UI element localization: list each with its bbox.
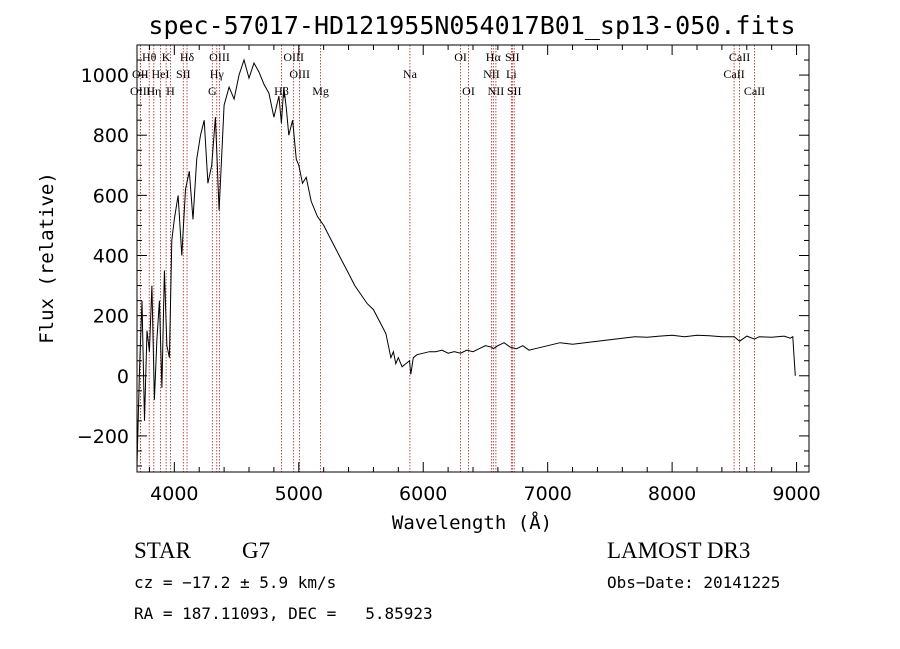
spectral-line-label: OI — [454, 50, 467, 64]
spectral-line-label: H — [166, 84, 175, 98]
spectral-line-label: Na — [403, 67, 418, 81]
spectrum-line — [136, 58, 796, 467]
spectral-line-label: OII — [132, 67, 149, 81]
spectral-line-label: CaII — [729, 50, 750, 64]
redshift-info: cz = −17.2 ± 5.9 km/s — [134, 573, 337, 592]
spectral-line-label: NII — [483, 67, 500, 81]
spectral-line-label: G — [208, 84, 217, 98]
spectral-line-label: Hθ — [142, 50, 157, 64]
spectral-line-label: SII — [507, 84, 522, 98]
spectral-line-label: SII — [176, 67, 191, 81]
spectral-line-label: Hα — [486, 50, 502, 64]
plot-frame — [136, 44, 810, 473]
spectral-line-label: HeI — [152, 67, 170, 81]
axis-ticks: 4000 5000 6000 7000 8000 9000 −200 0 200 400 600 80… — [77, 44, 821, 505]
spectral-line-label: SII — [505, 50, 520, 64]
spectral-line-label: Mg — [312, 84, 329, 98]
spectral-line-label: OIII — [283, 50, 304, 64]
y-tick-label: 0 — [117, 366, 129, 388]
y-axis-label: Flux (relative) — [36, 172, 58, 344]
y-tick-label: 600 — [93, 185, 129, 207]
y-tick-label: −200 — [77, 426, 129, 448]
spectral-line-label: OIII — [289, 67, 310, 81]
spectral-line-label: Hγ — [210, 67, 225, 81]
x-tick-label: 4000 — [150, 483, 198, 505]
spectral-line-label: OI — [462, 84, 475, 98]
spectral-line-label: CaII — [723, 67, 744, 81]
coordinates: RA = 187.11093, DEC = 5.85923 — [134, 604, 433, 623]
spectral-line-label: Li — [506, 67, 517, 81]
chart-title: spec-57017-HD121955N054017B01_sp13-050.f… — [148, 11, 795, 40]
x-tick-label: 5000 — [275, 483, 323, 505]
object-subclass: G7 — [242, 538, 271, 563]
y-tick-label: 200 — [93, 306, 129, 328]
spectral-line-label: OIII — [130, 84, 151, 98]
spectral-line-label: K — [162, 50, 171, 64]
spectral-line-label: NII — [488, 84, 505, 98]
x-tick-label: 6000 — [399, 483, 447, 505]
x-tick-label: 7000 — [523, 483, 571, 505]
y-tick-label: 1000 — [81, 65, 129, 87]
y-tick-label: 400 — [93, 245, 129, 267]
spectrum-series — [136, 58, 796, 467]
x-axis-label: Wavelength (Å) — [392, 511, 552, 534]
spectral-line-label: Hβ — [274, 84, 289, 98]
x-tick-label: 9000 — [772, 483, 820, 505]
x-tick-label: 8000 — [648, 483, 696, 505]
survey-label: LAMOST DR3 — [607, 538, 751, 563]
object-class: STAR — [134, 538, 191, 563]
spectral-line-label: Hη — [146, 84, 161, 98]
spectral-line-label: Hδ — [180, 50, 195, 64]
spectral-line-label: OIII — [209, 50, 230, 64]
spectral-line-label: CaII — [744, 84, 765, 98]
observation-date: Obs−Date: 20141225 — [607, 573, 781, 592]
y-tick-label: 800 — [93, 125, 129, 147]
